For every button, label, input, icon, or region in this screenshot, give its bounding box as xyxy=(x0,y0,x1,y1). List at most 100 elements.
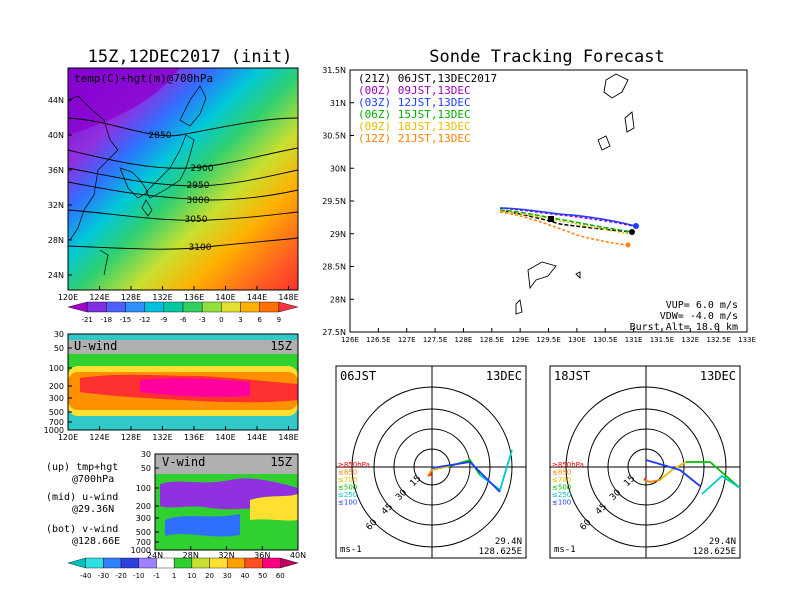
lat-tick-label: 24N xyxy=(48,271,64,280)
colorbar-label: 10 xyxy=(187,572,196,580)
colorbar-label: -3 xyxy=(199,316,206,324)
track-legend-item: (21Z) 06JST,13DEC2017 xyxy=(358,72,497,85)
lat-tick-label: 36N xyxy=(48,166,64,175)
pressure-tick-label: 50 xyxy=(141,464,151,473)
pressure-tick-label: 700 xyxy=(49,418,64,427)
lon-tick-label: 120E xyxy=(58,433,78,442)
pressure-tick-label: 200 xyxy=(49,382,64,391)
trajectories xyxy=(499,207,639,248)
lat-tick-label: 29.5N xyxy=(322,197,346,206)
lat-tick-label: 36N xyxy=(254,551,270,560)
colorbar-swatch xyxy=(201,301,222,313)
lat-tick-label: 28N xyxy=(330,295,346,304)
lon-tick-label: 128.5E xyxy=(480,336,504,344)
level-legend-item: ≥850hPa xyxy=(338,461,370,469)
colorbar-label: -6 xyxy=(180,316,188,324)
lat-tick-label: 28.5N xyxy=(322,263,346,272)
lon-tick-label: 128E xyxy=(455,336,473,344)
colorbar-label: 6 xyxy=(257,316,262,324)
lon-tick-label: 144E xyxy=(247,293,267,302)
colorbar-label: 3 xyxy=(238,316,242,324)
hodograph-segment xyxy=(431,465,451,471)
pressure-tick-label: 1000 xyxy=(131,546,151,555)
lat-tick-label: 28N xyxy=(183,551,199,560)
contour-labels: 2850 2900 2950 3000 3050 3100 xyxy=(149,131,214,253)
lon-tick-label: 129.5E xyxy=(536,336,560,344)
colorbar-label: 40 xyxy=(240,572,249,580)
colorbar-label: -40 xyxy=(80,572,91,580)
svg-text:@128.66E: @128.66E xyxy=(72,536,120,547)
level-legend-item: ≤100 xyxy=(552,499,571,507)
track-line xyxy=(499,209,633,233)
hodograph-segment xyxy=(479,449,513,492)
cold-core xyxy=(68,68,180,135)
colorbar-swatch xyxy=(67,301,88,313)
colorbar-label: -18 xyxy=(101,316,112,324)
colorbar-swatch xyxy=(67,557,86,569)
colorbar-label: 60 xyxy=(276,572,285,580)
colorbar-label: 9 xyxy=(277,316,281,324)
hodograph-segment xyxy=(643,479,661,483)
pressure-tick-label: 500 xyxy=(136,528,151,537)
level-legend-item: ≤250 xyxy=(552,491,571,499)
colorbar-swatch xyxy=(221,301,241,313)
lon-tick-label: 126E xyxy=(341,336,359,344)
lat-tick-label: 31.5N xyxy=(322,66,346,75)
colorbar-label: 30 xyxy=(223,572,232,580)
colorbar-label: -30 xyxy=(98,572,109,580)
uwind-section: U-wind 15Z xyxy=(67,333,299,431)
hodograph-segment xyxy=(645,459,701,487)
svg-text:(mid) u-wind: (mid) u-wind xyxy=(46,492,118,503)
track-legend-item: (09Z) 18JST,13DEC xyxy=(358,120,471,133)
lon-tick-label: 132.5E xyxy=(706,336,730,344)
hodograph-unit: ms-1 xyxy=(554,545,576,555)
track-legend-item: (12Z) 21JST,13DEC xyxy=(358,132,471,145)
hodograph-time: 06JST xyxy=(340,369,376,383)
svg-text:(up) tmp+hgt: (up) tmp+hgt xyxy=(46,462,118,473)
hodograph-segment xyxy=(427,469,433,477)
hodograph-segment xyxy=(431,461,501,493)
colorbar-swatch xyxy=(144,301,165,313)
lat-tick-label: 40N xyxy=(290,551,306,560)
lat-tick-label: 27.5N xyxy=(322,328,346,337)
wind-colorbar: -40 -30 -20 -10 -1 1 10 20 30 40 50 60 xyxy=(67,557,299,580)
colorbar-swatch xyxy=(182,301,203,313)
coastlines xyxy=(67,85,207,276)
lat-tick-label: 31N xyxy=(330,99,346,108)
svg-text:VDW= -4.0 m/s: VDW= -4.0 m/s xyxy=(660,311,738,322)
colorbar-swatch xyxy=(85,557,104,569)
track-end-marker xyxy=(633,223,639,229)
colorbar-swatch xyxy=(191,557,210,569)
track-end-marker xyxy=(629,229,635,235)
colorbar-label: -20 xyxy=(115,572,126,580)
colorbar-swatch xyxy=(280,557,299,569)
lon-tick-label: 132E xyxy=(152,433,172,442)
lon-tick-label: 129E xyxy=(511,336,529,344)
lon-tick-label: 132E xyxy=(152,293,172,302)
colorbar-label: -21 xyxy=(81,316,92,324)
level-legend-item: ≤500 xyxy=(338,484,357,492)
colorbar-swatch xyxy=(125,301,145,313)
level-legend-item: ≤700 xyxy=(552,476,571,484)
vwind-section: V-wind 15Z xyxy=(154,453,299,551)
pressure-tick-label: 700 xyxy=(136,538,151,547)
lat-tick-label: 30.5N xyxy=(322,132,346,141)
colorbar-label: -1 xyxy=(153,572,160,580)
track-end-marker xyxy=(625,242,631,248)
level-legend-item: ≥850hPa xyxy=(552,461,584,469)
lon-tick-label: 148E xyxy=(278,433,298,442)
hodograph-segment xyxy=(659,461,687,481)
level-legend-item: ≤850 xyxy=(552,469,571,477)
lon-tick-label: 124E xyxy=(89,433,109,442)
lat-tick-label: 29N xyxy=(330,230,346,239)
lat-tick-label: 28N xyxy=(48,236,64,245)
track-line xyxy=(499,207,634,227)
colorbar-swatch xyxy=(106,301,126,313)
colorbar-swatch xyxy=(156,557,175,569)
lon-tick-label: 136E xyxy=(184,433,204,442)
colorbar-label: 20 xyxy=(205,572,214,580)
pressure-tick-label: 100 xyxy=(136,484,151,493)
temperature-colorbar: -21 -18 -15 -12 -9 -6 -3 0 3 6 9 xyxy=(67,301,299,324)
track-legend-item: (00Z) 09JST,13DEC xyxy=(358,84,471,97)
